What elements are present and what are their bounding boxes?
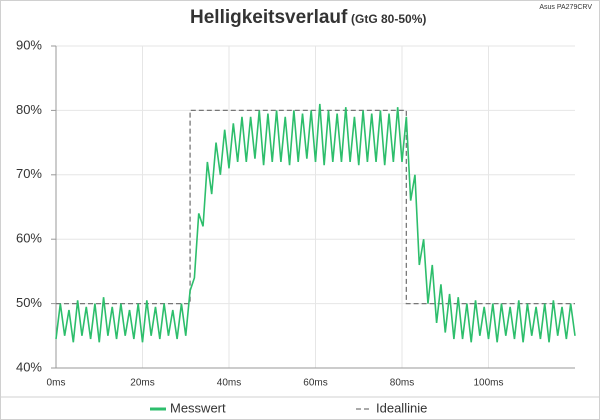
x-tick-label: 60ms bbox=[303, 378, 327, 389]
legend-label: Ideallinie bbox=[376, 400, 427, 415]
chart-subtitle: (GtG 80-50%) bbox=[351, 12, 426, 26]
y-tick-label: 90% bbox=[16, 37, 42, 52]
y-tick-label: 50% bbox=[16, 295, 42, 310]
x-tick-label: 80ms bbox=[390, 378, 414, 389]
chart-title: Helligkeitsverlauf bbox=[190, 7, 348, 28]
legend: Messwert Ideallinie bbox=[150, 400, 427, 415]
y-tick-label: 40% bbox=[16, 359, 42, 374]
y-tick-label: 60% bbox=[16, 231, 42, 246]
y-tick-label: 80% bbox=[16, 102, 42, 117]
x-tick-label: 20ms bbox=[130, 378, 154, 389]
legend-label: Messwert bbox=[170, 400, 226, 415]
y-tick-label: 70% bbox=[16, 166, 42, 181]
x-tick-label: 40ms bbox=[217, 378, 241, 389]
source-label: Asus PA279CRV bbox=[539, 4, 592, 11]
x-tick-label: 100ms bbox=[473, 378, 503, 389]
x-tick-label: 0ms bbox=[47, 378, 66, 389]
series-line bbox=[55, 103, 576, 343]
